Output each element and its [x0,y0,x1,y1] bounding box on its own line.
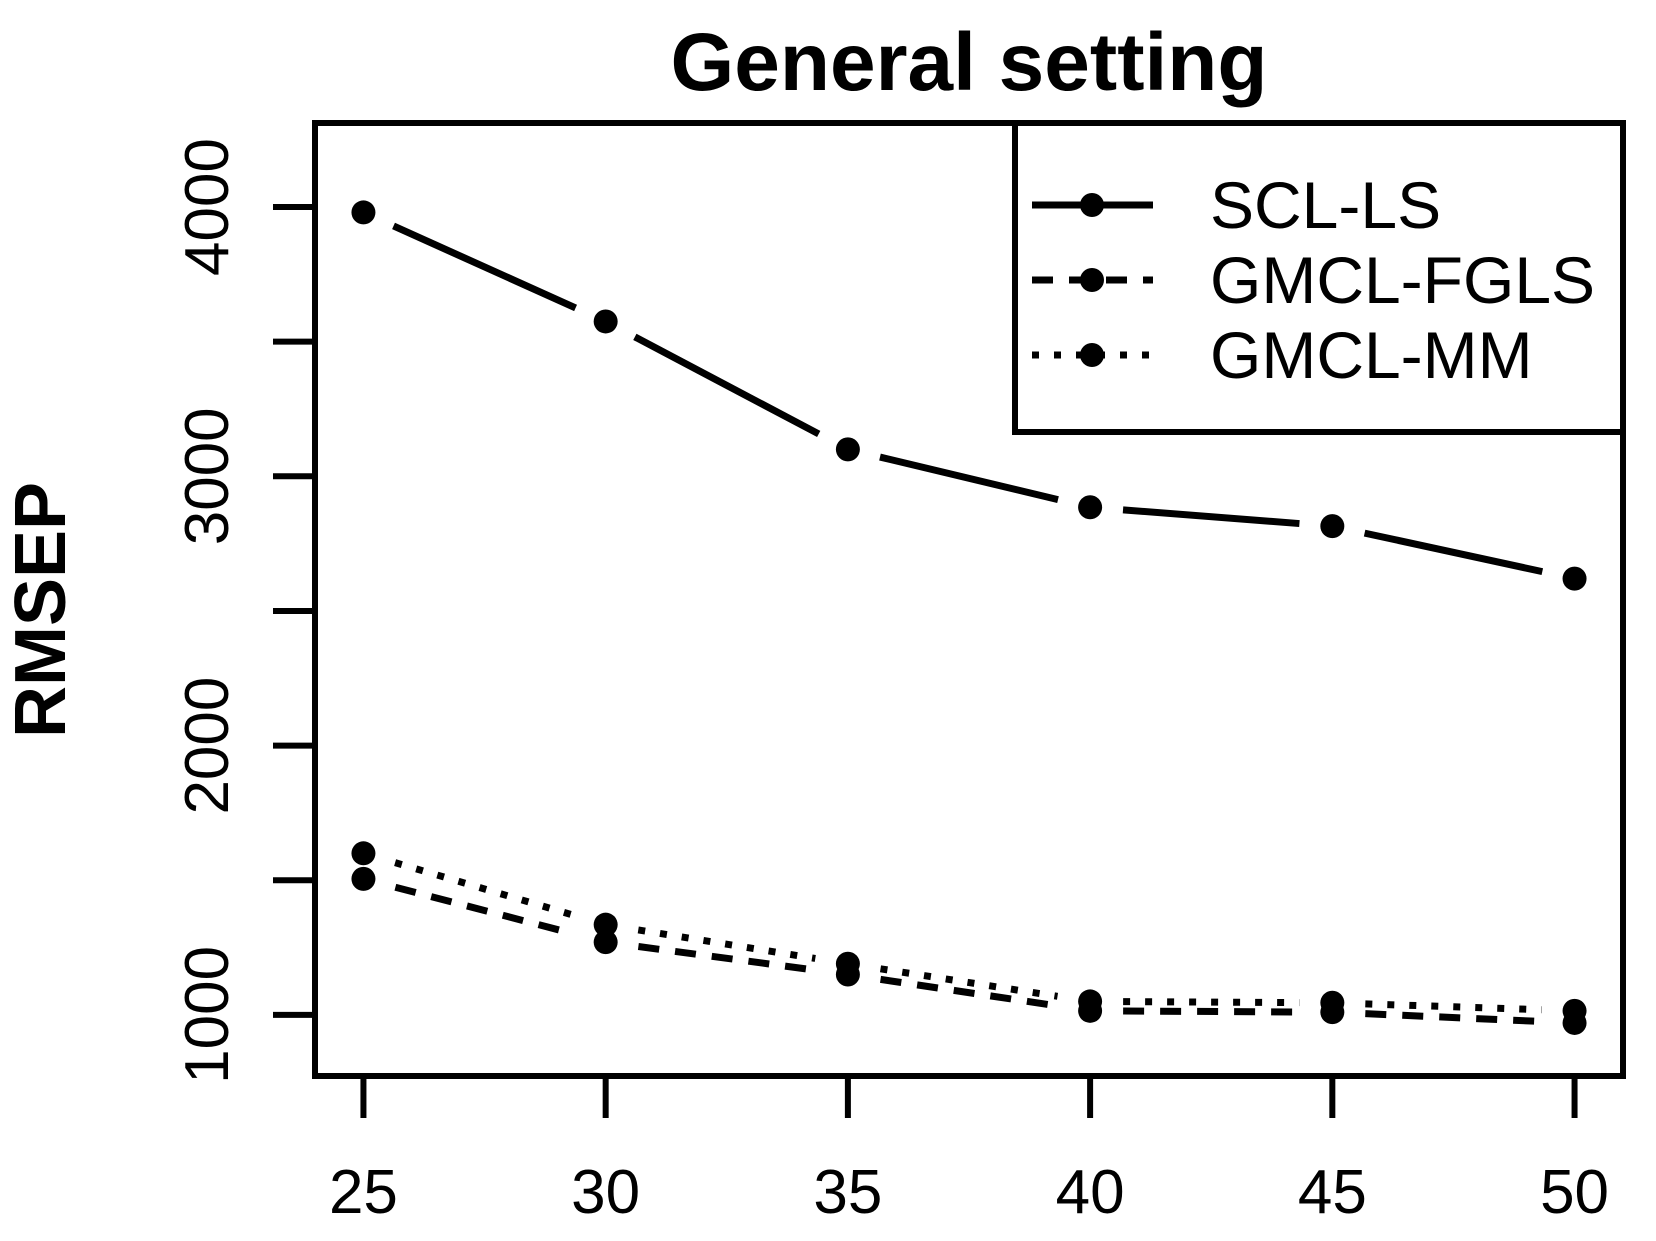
series-SCL-LS [351,200,1587,591]
series-segment [637,943,816,974]
data-point [351,866,376,891]
data-point [593,912,618,937]
legend-point [1080,343,1104,367]
data-point [1078,495,1103,520]
y-tick-label: 4000 [173,138,242,276]
y-tick-label: 3000 [173,407,242,545]
y-tick-label: 2000 [173,677,242,815]
series-segment [394,883,575,938]
legend-point [1080,193,1104,217]
data-point [1320,514,1345,539]
legend-label: GMCL-MM [1210,318,1533,392]
series-segment [1122,506,1300,528]
series-segment [1365,1000,1542,1014]
series-segment [633,333,821,438]
data-point [1320,990,1345,1015]
x-tick-label: 50 [1540,1158,1609,1227]
x-tick-label: 30 [571,1158,640,1227]
data-point [1562,566,1587,591]
series-segment [1123,998,1300,1007]
series-segment [1365,1010,1542,1025]
series-segment [637,926,816,962]
y-axis-title: RMSEP [1,482,81,738]
x-tick-label: 45 [1298,1158,1367,1227]
legend-label: GMCL-FGLS [1210,243,1595,317]
series-segment [392,222,578,312]
series-GMCL-MM [351,841,1587,1023]
x-tick-label: 25 [329,1158,398,1227]
data-point [351,841,376,866]
data-point [835,437,860,462]
data-point [593,930,618,955]
legend-label: SCL-LS [1210,168,1441,242]
legend-point [1080,268,1104,292]
x-tick-label: 40 [1056,1158,1125,1227]
series-segment [880,975,1058,1010]
series-GMCL-FGLS [351,866,1587,1035]
data-series [351,200,1587,1035]
plot-border [312,120,1626,1079]
y-tick-label: 1000 [173,946,242,1084]
data-point [1078,989,1103,1014]
data-point [593,309,618,334]
data-point [835,951,860,976]
series-segment [879,453,1059,504]
series-segment [1363,529,1544,576]
axes: 25 30 35 40 45 50 1000 2000 3000 4000 [173,120,1626,1227]
data-point [1562,998,1587,1023]
x-tick-label: 35 [813,1158,882,1227]
series-segment [1123,1007,1300,1016]
series-segment [879,965,1059,1000]
series-segment [394,859,576,919]
data-point [351,200,376,225]
chart-title: General setting [671,17,1268,108]
